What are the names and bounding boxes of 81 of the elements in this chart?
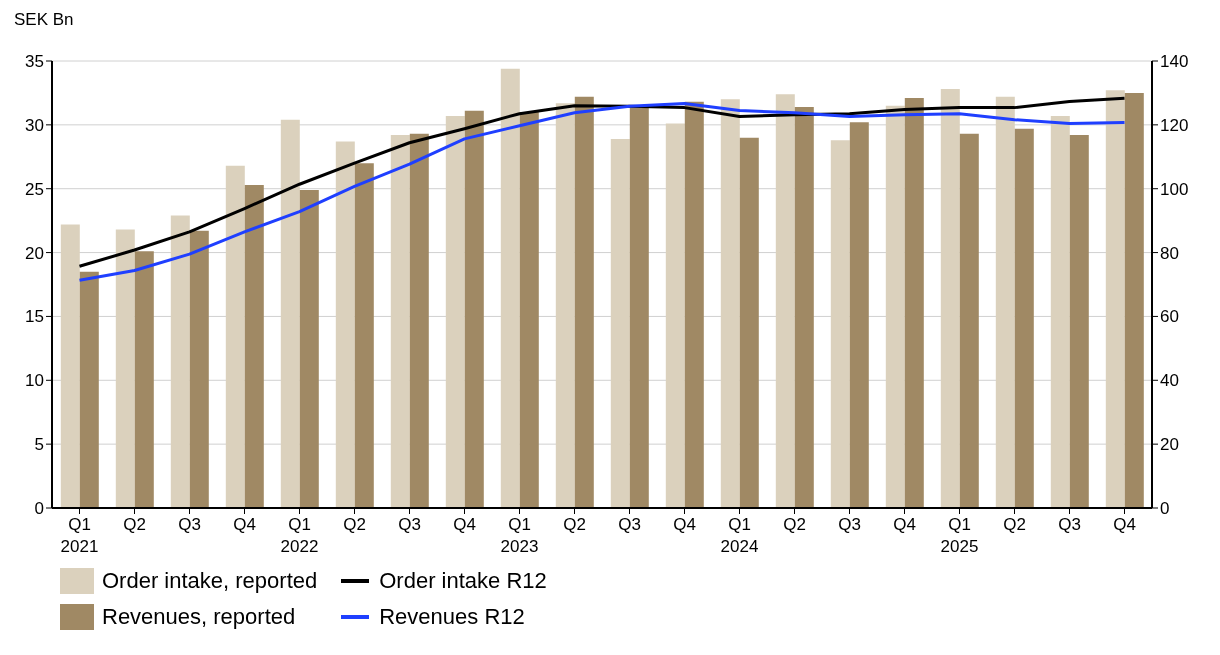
x-tick-label: Q2	[563, 515, 586, 534]
bar	[574, 96, 594, 508]
legend-label: Revenues R12	[379, 604, 525, 630]
bar	[959, 133, 979, 508]
bar	[1105, 90, 1125, 508]
bar	[665, 123, 685, 508]
x-tick-label: Q1 2021	[60, 515, 99, 556]
bar	[60, 224, 80, 508]
x-tick-label: Q4	[453, 515, 476, 534]
y-axis-title: SEK Bn	[14, 10, 74, 30]
y2-tick-label: 120	[1160, 115, 1189, 135]
y2-tick-label: 140	[1160, 52, 1189, 72]
bar	[189, 230, 209, 508]
y-tick-label: 25	[25, 179, 44, 199]
x-tick-label: Q4	[1113, 515, 1136, 534]
bar	[519, 112, 539, 508]
x-tick-label: Q3	[838, 515, 861, 534]
x-tick-label: Q2	[1003, 515, 1026, 534]
bar	[464, 110, 484, 508]
x-tick-label: Q1 2022	[280, 515, 319, 556]
x-tick-label: Q4	[893, 515, 916, 534]
legend-label: Order intake R12	[379, 568, 547, 594]
y2-tick-label: 60	[1160, 307, 1179, 327]
bar	[225, 165, 245, 508]
bar	[904, 98, 924, 508]
bar	[280, 119, 300, 508]
y2-tick-label: 100	[1160, 179, 1189, 199]
bar	[775, 94, 795, 508]
bar	[390, 135, 410, 508]
bar	[1050, 115, 1070, 508]
bar	[684, 101, 704, 508]
bar	[170, 215, 190, 508]
bar	[629, 105, 649, 508]
y2-tick-label: 40	[1160, 371, 1179, 391]
legend-label: Order intake, reported	[102, 568, 318, 594]
x-tick-label: Q4	[233, 515, 256, 534]
y2-tick-label: 20	[1160, 435, 1179, 455]
bar	[885, 105, 905, 508]
y-tick-label: 5	[34, 435, 44, 455]
bar	[830, 140, 850, 508]
x-tick-label: Q4	[673, 515, 696, 534]
y-tick-label: 30	[25, 115, 44, 135]
bar	[79, 271, 99, 508]
bar	[299, 189, 319, 508]
bar	[445, 115, 465, 508]
bar	[720, 99, 740, 508]
y-tick-label: 35	[25, 52, 44, 72]
y2-tick-label: 0	[1160, 499, 1170, 519]
bar	[354, 163, 374, 508]
y-tick-label: 10	[25, 371, 44, 391]
bar	[995, 96, 1015, 508]
bar	[1124, 92, 1144, 508]
bar	[940, 89, 960, 508]
bar	[409, 133, 429, 508]
x-tick-label: Q3	[178, 515, 201, 534]
y2-tick-label: 80	[1160, 243, 1179, 263]
x-tick-label: Q1 2025	[940, 515, 979, 556]
bar	[500, 68, 520, 508]
bar	[610, 138, 630, 508]
bar	[115, 229, 135, 508]
bar	[849, 122, 869, 508]
bar	[1069, 135, 1089, 508]
x-tick-label: Q2	[783, 515, 806, 534]
x-tick-label: Q2	[123, 515, 146, 534]
y-tick-label: 0	[34, 499, 44, 519]
bar	[739, 137, 759, 508]
bar	[555, 103, 575, 508]
bar	[335, 141, 355, 508]
x-tick-label: Q1 2023	[500, 515, 539, 556]
bar	[244, 184, 264, 508]
bar	[1014, 128, 1034, 508]
x-tick-label: Q3	[398, 515, 421, 534]
bar	[794, 106, 814, 508]
x-tick-label: Q3	[618, 515, 641, 534]
legend-label: Revenues, reported	[102, 604, 296, 630]
bar	[134, 251, 154, 508]
x-tick-label: Q2	[343, 515, 366, 534]
x-tick-label: Q3	[1058, 515, 1081, 534]
y-tick-label: 20	[25, 243, 44, 263]
x-tick-label: Q1 2024	[720, 515, 759, 556]
y-tick-label: 15	[25, 307, 44, 327]
